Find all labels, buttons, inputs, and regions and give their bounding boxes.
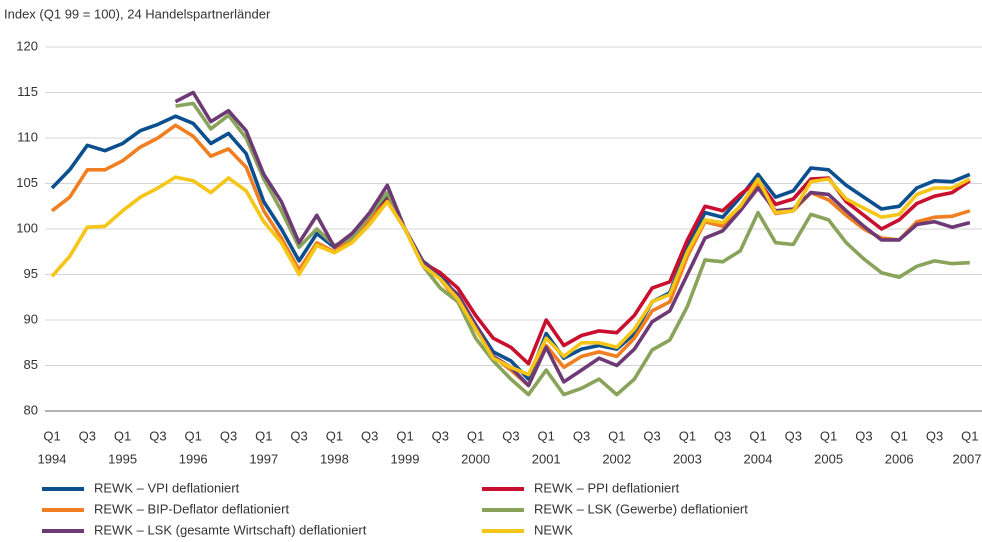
y-tick-label: 90 [24, 311, 38, 326]
y-tick-label: 95 [24, 266, 38, 281]
x-tick-label: Q3 [361, 428, 378, 443]
x-tick-label: Q3 [79, 428, 96, 443]
x-tick-label: Q1 [961, 428, 978, 443]
x-tick-label: Q1 [820, 428, 837, 443]
x-tick-label: Q3 [573, 428, 590, 443]
x-tick-label: Q3 [643, 428, 660, 443]
x-year-label: 2007 [953, 451, 982, 466]
series-line [175, 101, 970, 397]
x-tick-label: Q3 [502, 428, 519, 443]
x-tick-label: Q3 [290, 428, 307, 443]
x-tick-label: Q3 [220, 428, 237, 443]
legend-label: REWK – VPI deflationiert [94, 480, 240, 495]
x-year-label: 2003 [673, 451, 702, 466]
x-year-label: 2005 [814, 451, 843, 466]
series-line [174, 90, 971, 388]
legend-label: REWK – LSK (Gewerbe) deflationiert [534, 501, 748, 516]
x-tick-label: Q3 [926, 428, 943, 443]
x-tick-label: Q1 [396, 428, 413, 443]
x-year-label: 2001 [532, 451, 561, 466]
x-tick-label: Q3 [855, 428, 872, 443]
x-tick-label: Q1 [538, 428, 555, 443]
x-year-label: 2004 [744, 451, 773, 466]
x-year-label: 1999 [391, 451, 420, 466]
x-year-label: 1998 [320, 451, 349, 466]
x-tick-label: Q3 [149, 428, 166, 443]
legend-label: NEWK [534, 522, 573, 537]
x-year-label: 1995 [108, 451, 137, 466]
series-line [333, 176, 971, 366]
legend-label: REWK – PPI deflationiert [534, 480, 680, 495]
x-tick-label: Q1 [467, 428, 484, 443]
x-year-label: 1994 [38, 451, 67, 466]
y-tick-label: 120 [16, 38, 38, 53]
x-tick-label: Q1 [114, 428, 131, 443]
y-tick-label: 80 [24, 402, 38, 417]
x-tick-label: Q1 [326, 428, 343, 443]
x-tick-label: Q1 [43, 428, 60, 443]
x-year-label: 2002 [602, 451, 631, 466]
chart-title: Index (Q1 99 = 100), 24 Handelspartnerlä… [4, 6, 271, 21]
legend-label: REWK – BIP-Deflator deflationiert [94, 501, 289, 516]
x-year-label: 2000 [461, 451, 490, 466]
x-tick-label: Q3 [432, 428, 449, 443]
y-tick-label: 110 [17, 129, 38, 144]
y-tick-label: 105 [16, 175, 38, 190]
y-tick-label: 100 [16, 220, 38, 235]
series-line [50, 175, 971, 377]
series-line [50, 123, 971, 388]
x-tick-label: Q1 [679, 428, 696, 443]
x-tick-label: Q3 [785, 428, 802, 443]
x-tick-label: Q3 [714, 428, 731, 443]
x-year-label: 2006 [885, 451, 914, 466]
x-tick-label: Q1 [185, 428, 202, 443]
y-tick-label: 85 [24, 357, 38, 372]
legend-label: REWK – LSK (gesamte Wirtschaft) deflatio… [94, 522, 367, 537]
x-tick-label: Q1 [891, 428, 908, 443]
x-year-label: 1997 [249, 451, 278, 466]
x-tick-label: Q1 [749, 428, 766, 443]
x-tick-label: Q1 [608, 428, 625, 443]
x-year-label: 1996 [179, 451, 208, 466]
y-tick-label: 115 [17, 84, 38, 99]
series-line [50, 114, 971, 381]
x-tick-label: Q1 [255, 428, 272, 443]
